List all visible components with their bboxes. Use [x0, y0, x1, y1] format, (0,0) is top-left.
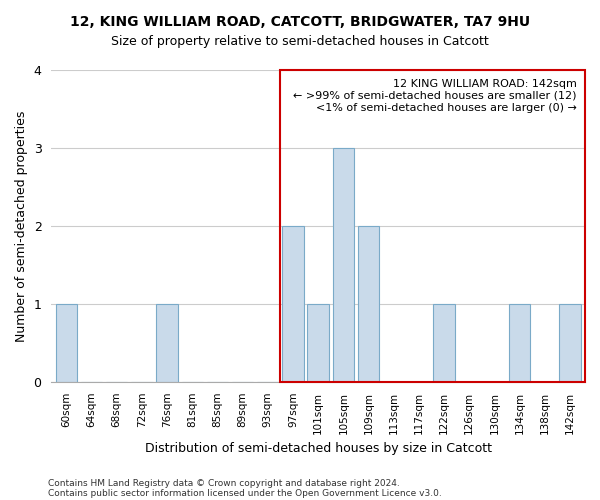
Bar: [509, 304, 530, 382]
Text: 12 KING WILLIAM ROAD: 142sqm
← >99% of semi-detached houses are smaller (12)
<1%: 12 KING WILLIAM ROAD: 142sqm ← >99% of s…: [293, 80, 577, 112]
Y-axis label: Number of semi-detached properties: Number of semi-detached properties: [15, 110, 28, 342]
X-axis label: Distribution of semi-detached houses by size in Catcott: Distribution of semi-detached houses by …: [145, 442, 491, 455]
Text: Contains public sector information licensed under the Open Government Licence v3: Contains public sector information licen…: [48, 488, 442, 498]
Bar: [358, 226, 379, 382]
Text: Contains HM Land Registry data © Crown copyright and database right 2024.: Contains HM Land Registry data © Crown c…: [48, 478, 400, 488]
Bar: [332, 148, 354, 382]
Bar: [157, 304, 178, 382]
Bar: [56, 304, 77, 382]
Text: 12, KING WILLIAM ROAD, CATCOTT, BRIDGWATER, TA7 9HU: 12, KING WILLIAM ROAD, CATCOTT, BRIDGWAT…: [70, 15, 530, 29]
Bar: [282, 226, 304, 382]
Text: Size of property relative to semi-detached houses in Catcott: Size of property relative to semi-detach…: [111, 35, 489, 48]
Bar: [307, 304, 329, 382]
Bar: [433, 304, 455, 382]
Bar: [559, 304, 581, 382]
